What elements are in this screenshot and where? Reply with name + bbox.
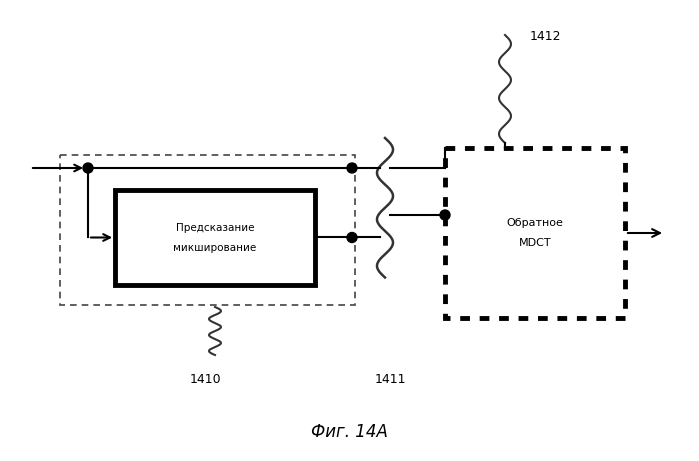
Text: Обратное: Обратное — [507, 218, 563, 228]
Text: 1410: 1410 — [189, 373, 221, 386]
Bar — [60, 155, 355, 305]
Circle shape — [83, 163, 93, 173]
Circle shape — [440, 210, 450, 220]
Text: Предсказание: Предсказание — [175, 223, 254, 232]
Text: MDCT: MDCT — [519, 238, 552, 248]
Text: микширование: микширование — [173, 242, 257, 253]
Bar — [115, 190, 315, 285]
Text: 1412: 1412 — [530, 30, 561, 43]
Circle shape — [347, 163, 357, 173]
Circle shape — [347, 232, 357, 242]
Text: 1411: 1411 — [374, 373, 405, 386]
Bar — [445, 148, 625, 318]
Text: Фиг. 14А: Фиг. 14А — [311, 423, 388, 441]
